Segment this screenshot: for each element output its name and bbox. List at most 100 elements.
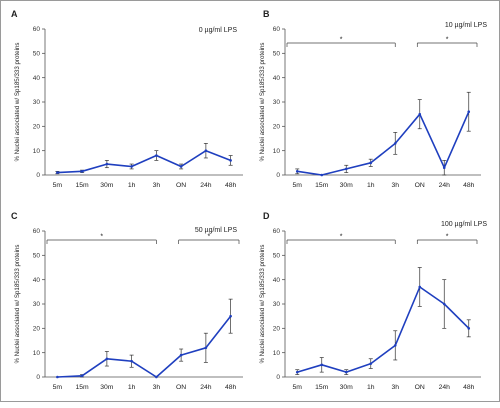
data-point: [204, 149, 208, 152]
x-tick-label: 3h: [153, 182, 161, 189]
x-tick-label: 1h: [367, 182, 375, 189]
y-tick-label: 20: [33, 124, 41, 131]
data-point: [295, 370, 299, 374]
data-point: [80, 374, 84, 378]
x-tick-label: 24h: [439, 384, 451, 391]
data-point: [418, 285, 422, 289]
y-axis-label: % Nuclei associated w/ Sp185/333 protein…: [259, 244, 266, 363]
data-point: [80, 170, 84, 173]
y-tick-label: 0: [276, 374, 280, 381]
y-tick-label: 40: [33, 277, 41, 284]
data-point: [179, 353, 183, 357]
y-tick-label: 30: [273, 99, 281, 106]
x-tick-label: ON: [176, 182, 186, 189]
x-tick-label: 15m: [76, 182, 90, 189]
data-point: [442, 166, 446, 169]
significance-bracket: *: [416, 234, 478, 244]
x-tick-label: ON: [415, 182, 425, 189]
chart-panel-d: D 100 µg/ml LPS % Nuclei associated w/ Sp1…: [259, 211, 487, 391]
panel-label: C: [11, 211, 18, 221]
panel-annotation: 50 µg/ml LPS: [195, 227, 237, 234]
significance-marker: *: [446, 234, 449, 241]
data-point: [155, 375, 158, 379]
data-point: [56, 375, 59, 379]
x-tick-label: ON: [415, 384, 425, 391]
x-tick-label: 5m: [53, 384, 63, 391]
x-tick-label: 3h: [391, 182, 399, 189]
significance-marker: *: [340, 234, 343, 241]
chart-panel-a: A 0 µg/ml LPS % Nuclei associated w/ Sp185…: [11, 9, 243, 189]
y-axis-label: % Nuclei associated w/ Sp185/333 protein…: [14, 244, 21, 363]
series-line: [297, 286, 470, 373]
x-tick-label: ON: [176, 384, 186, 391]
chart-panel-c: C 50 µg/ml LPS % Nuclei associated w/ Sp18…: [11, 211, 243, 391]
x-tick-label: 30m: [340, 384, 354, 391]
x-tick-label: 5m: [53, 182, 63, 189]
x-tick-label: 30m: [100, 384, 114, 391]
data-point: [320, 173, 324, 177]
data-point: [155, 154, 158, 157]
x-tick-label: 1h: [128, 384, 136, 391]
panel-label: D: [263, 211, 270, 221]
x-tick-label: 30m: [100, 182, 114, 189]
data-point: [344, 370, 348, 374]
significance-marker: *: [446, 37, 449, 44]
y-tick-label: 30: [33, 301, 41, 308]
series-line: [57, 149, 231, 174]
data-point: [130, 165, 133, 168]
series-line: [297, 111, 470, 176]
y-tick-label: 60: [273, 228, 281, 235]
y-tick-label: 10: [33, 350, 41, 357]
data-point: [105, 162, 109, 166]
x-tick-label: 30m: [340, 182, 354, 189]
y-tick-label: 50: [273, 253, 281, 260]
significance-bracket: *: [46, 234, 157, 244]
series-line: [57, 315, 232, 378]
data-point: [105, 357, 109, 361]
data-point: [442, 302, 446, 306]
y-tick-label: 0: [36, 172, 40, 179]
data-point: [130, 359, 133, 363]
data-point: [229, 159, 232, 162]
data-point: [369, 161, 373, 165]
y-tick-label: 60: [33, 228, 41, 235]
y-tick-label: 30: [33, 99, 41, 106]
x-tick-label: 48h: [463, 384, 475, 391]
significance-marker: *: [100, 234, 103, 241]
x-tick-label: 1h: [367, 384, 375, 391]
significance-bracket: *: [416, 37, 478, 47]
y-tick-label: 0: [36, 374, 40, 381]
x-tick-label: 15m: [315, 182, 329, 189]
significance-bracket: *: [286, 234, 396, 244]
y-tick-label: 10: [273, 350, 281, 357]
y-tick-label: 50: [33, 51, 41, 58]
y-axis-label: % Nuclei associated w/ Sp185/333 protein…: [14, 42, 21, 161]
y-tick-label: 10: [33, 148, 41, 155]
x-tick-label: 3h: [391, 384, 399, 391]
x-tick-label: 5m: [293, 384, 303, 391]
data-point: [56, 171, 59, 174]
data-point: [418, 112, 422, 116]
panel-annotation: 100 µg/ml LPS: [441, 221, 487, 228]
x-tick-label: 15m: [315, 384, 329, 391]
y-tick-label: 10: [273, 148, 281, 155]
y-tick-label: 40: [273, 75, 281, 82]
x-tick-label: 3h: [153, 384, 161, 391]
y-tick-label: 60: [273, 26, 281, 33]
y-tick-label: 60: [33, 26, 41, 33]
x-tick-label: 48h: [225, 182, 237, 189]
y-tick-label: 0: [276, 172, 280, 179]
y-tick-label: 20: [33, 326, 41, 333]
y-tick-label: 20: [273, 124, 281, 131]
data-point: [393, 344, 397, 347]
data-point: [344, 167, 348, 171]
y-tick-label: 20: [273, 326, 281, 333]
data-point: [295, 170, 299, 173]
data-point: [204, 346, 208, 350]
y-axis-label: % Nuclei associated w/ Sp185/333 protein…: [259, 42, 266, 161]
y-tick-label: 30: [273, 301, 281, 308]
data-point: [467, 327, 471, 330]
significance-bracket: *: [286, 37, 396, 47]
